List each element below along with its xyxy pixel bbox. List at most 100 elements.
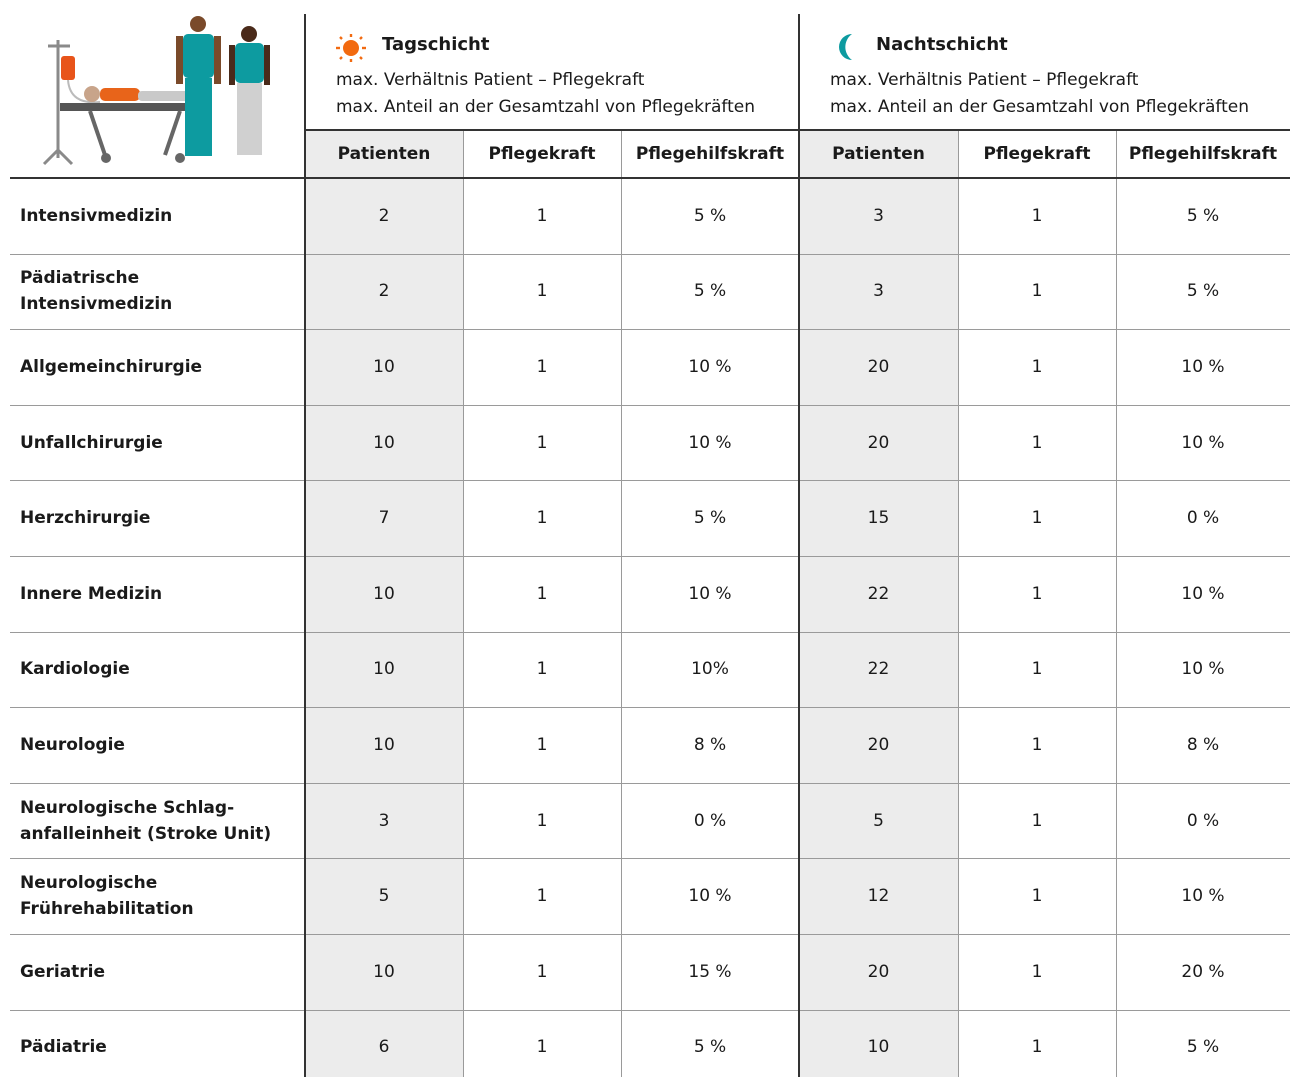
row-label: NeurologischeFrührehabilitation [10, 858, 305, 934]
row-divider [10, 405, 1290, 406]
row-label-line: Allgemeinchirurgie [20, 354, 305, 380]
cell: 5 % [621, 178, 799, 254]
shift-divider [304, 14, 306, 1077]
column-header: Pflegekraft [463, 130, 621, 178]
cell: 3 [799, 178, 958, 254]
cell: 1 [958, 783, 1116, 859]
cell: 20 [799, 405, 958, 481]
row-label: Kardiologie [10, 632, 305, 708]
cell: 1 [463, 783, 621, 859]
shift-title: Tagschicht [382, 34, 489, 55]
cell: 12 [799, 858, 958, 934]
row-label: Geriatrie [10, 934, 305, 1010]
cell: 10 % [1116, 632, 1290, 708]
cell: 1 [958, 632, 1116, 708]
cell: 1 [958, 178, 1116, 254]
cell: 10 % [1116, 329, 1290, 405]
cell: 22 [799, 556, 958, 632]
column-divider [621, 130, 622, 1077]
cell: 1 [463, 858, 621, 934]
shift-description: max. Anteil an der Gesamtzahl von Pflege… [830, 94, 1249, 121]
row-label: Herzchirurgie [10, 480, 305, 556]
shift-description: max. Verhältnis Patient – Pflegekraft [336, 67, 644, 94]
cell: 1 [958, 480, 1116, 556]
cell: 0 % [1116, 480, 1290, 556]
column-header: Patienten [305, 130, 463, 178]
row-divider [10, 783, 1290, 784]
cell: 20 [799, 934, 958, 1010]
cell: 2 [305, 254, 463, 330]
shift-description: max. Verhältnis Patient – Pflegekraft [830, 67, 1138, 94]
cell: 5 % [621, 480, 799, 556]
row-label: Neurologie [10, 707, 305, 783]
illustration [30, 10, 280, 170]
row-label: Neurologische Schlag-anfalleinheit (Stro… [10, 783, 305, 859]
cell: 1 [958, 858, 1116, 934]
shift-title: Nachtschicht [876, 34, 1008, 55]
cell: 5 % [1116, 1010, 1290, 1085]
row-label: Unfallchirurgie [10, 405, 305, 481]
column-header: Patienten [799, 130, 958, 178]
table-page: Tagschicht max. Verhältnis Patient – Pfle… [0, 0, 1290, 1077]
cell: 7 [305, 480, 463, 556]
row-label-line: Geriatrie [20, 959, 305, 985]
row-divider [10, 858, 1290, 859]
cell: 1 [463, 405, 621, 481]
cell: 1 [463, 254, 621, 330]
row-label-line: Intensivmedizin [20, 291, 305, 317]
cell: 10 % [621, 858, 799, 934]
cell: 10 % [1116, 405, 1290, 481]
cell: 1 [958, 934, 1116, 1010]
row-label: Pädiatrie [10, 1010, 305, 1085]
cell: 1 [958, 254, 1116, 330]
cell: 20 [799, 707, 958, 783]
row-label-line: Intensivmedizin [20, 203, 305, 229]
cell: 10 [305, 329, 463, 405]
cell: 10 % [1116, 556, 1290, 632]
cell: 10 [305, 632, 463, 708]
cell: 10 [305, 556, 463, 632]
cell: 5 [799, 783, 958, 859]
cell: 15 [799, 480, 958, 556]
row-divider [10, 254, 1290, 255]
cell: 10 [305, 934, 463, 1010]
cell: 8 % [621, 707, 799, 783]
cell: 15 % [621, 934, 799, 1010]
moon-icon [830, 32, 860, 62]
row-label-line: Pädiatrische [20, 265, 305, 291]
row-divider [10, 707, 1290, 708]
cell: 10 [305, 707, 463, 783]
cell: 10 % [621, 329, 799, 405]
cell: 1 [958, 1010, 1116, 1085]
shift-description: max. Anteil an der Gesamtzahl von Pflege… [336, 94, 755, 121]
row-label: Intensivmedizin [10, 178, 305, 254]
cell: 1 [463, 556, 621, 632]
cell: 5 % [621, 254, 799, 330]
cell: 10 % [621, 405, 799, 481]
cell: 10 % [621, 556, 799, 632]
column-header: Pflegehilfskraft [621, 130, 799, 178]
row-label-line: Herzchirurgie [20, 505, 305, 531]
column-divider [463, 130, 464, 1077]
cell: 1 [463, 178, 621, 254]
row-label: Innere Medizin [10, 556, 305, 632]
cell: 20 % [1116, 934, 1290, 1010]
cell: 1 [958, 329, 1116, 405]
row-label-line: Pädiatrie [20, 1034, 305, 1060]
cell: 10 % [1116, 858, 1290, 934]
cell: 1 [463, 632, 621, 708]
cell: 1 [463, 1010, 621, 1085]
cell: 8 % [1116, 707, 1290, 783]
cell: 20 [799, 329, 958, 405]
header-divider [305, 129, 1290, 131]
sun-icon [335, 34, 367, 62]
column-divider [1116, 130, 1117, 1077]
row-divider [10, 632, 1290, 633]
cell: 10% [621, 632, 799, 708]
column-header: Pflegehilfskraft [1116, 130, 1290, 178]
row-label-line: anfalleinheit (Stroke Unit) [20, 821, 305, 847]
cell: 2 [305, 178, 463, 254]
row-label-line: Neurologie [20, 732, 305, 758]
cell: 3 [305, 783, 463, 859]
row-divider [10, 1010, 1290, 1011]
